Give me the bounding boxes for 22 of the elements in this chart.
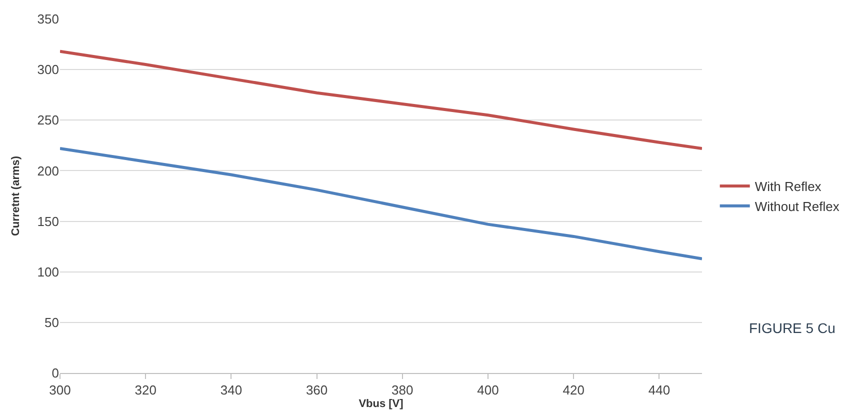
y-tick-label: 50 [44, 314, 59, 330]
y-tick-label: 300 [37, 62, 59, 78]
x-tick-label: 340 [220, 382, 242, 398]
y-axis-title: Curretnt (arms) [10, 156, 22, 236]
y-tick-label: 200 [37, 163, 59, 178]
x-tick-label: 380 [392, 382, 414, 398]
x-tick-label: 420 [562, 382, 584, 398]
x-tick-label: 400 [477, 382, 499, 398]
y-tick-label: 150 [37, 214, 59, 229]
y-tick-label: 0 [52, 366, 59, 381]
line-series [60, 50, 702, 150]
x-axis-title: Vbus [V] [358, 398, 404, 410]
legend-label: With Reflex [754, 179, 822, 194]
x-tick-label: 440 [648, 382, 670, 398]
x-tick-label: 360 [306, 382, 328, 398]
line-series [60, 146, 702, 260]
caption: FIGURE 5 Cu [749, 320, 836, 336]
legend-label: Without Reflex [754, 198, 840, 214]
x-tick-label: 320 [134, 382, 156, 398]
y-tick-label: 250 [37, 112, 59, 128]
y-tick-label: 350 [37, 12, 59, 27]
y-tick-label: 100 [37, 264, 59, 280]
